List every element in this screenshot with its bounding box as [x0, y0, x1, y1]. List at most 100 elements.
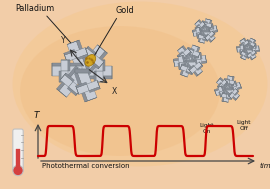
- Polygon shape: [75, 69, 89, 73]
- Polygon shape: [212, 31, 215, 34]
- Polygon shape: [239, 50, 241, 54]
- Polygon shape: [217, 79, 230, 91]
- Polygon shape: [61, 71, 68, 82]
- Polygon shape: [195, 28, 198, 31]
- Polygon shape: [210, 29, 214, 35]
- Polygon shape: [209, 30, 211, 35]
- Polygon shape: [206, 30, 218, 35]
- Polygon shape: [221, 93, 227, 98]
- Polygon shape: [206, 26, 211, 29]
- Polygon shape: [67, 87, 77, 96]
- Polygon shape: [199, 33, 204, 36]
- Polygon shape: [61, 60, 68, 71]
- Polygon shape: [245, 43, 249, 46]
- Polygon shape: [180, 64, 182, 69]
- Polygon shape: [186, 47, 188, 53]
- Polygon shape: [248, 46, 259, 51]
- Polygon shape: [98, 62, 104, 69]
- Polygon shape: [228, 76, 234, 77]
- Polygon shape: [193, 47, 200, 63]
- Polygon shape: [246, 40, 251, 45]
- Polygon shape: [228, 92, 232, 96]
- Polygon shape: [197, 32, 202, 38]
- Polygon shape: [227, 82, 241, 91]
- Polygon shape: [224, 78, 225, 83]
- Polygon shape: [200, 53, 202, 59]
- Polygon shape: [179, 69, 185, 70]
- Polygon shape: [225, 91, 236, 100]
- Polygon shape: [221, 92, 222, 97]
- Polygon shape: [198, 42, 204, 43]
- Polygon shape: [76, 84, 89, 94]
- Polygon shape: [235, 91, 239, 95]
- Polygon shape: [212, 24, 214, 29]
- Polygon shape: [197, 65, 203, 70]
- Polygon shape: [206, 23, 212, 28]
- Text: Light
Off: Light Off: [237, 120, 251, 131]
- Polygon shape: [198, 53, 200, 58]
- Polygon shape: [180, 65, 188, 71]
- Polygon shape: [178, 53, 186, 60]
- Polygon shape: [251, 57, 256, 60]
- Polygon shape: [191, 61, 207, 66]
- Polygon shape: [244, 56, 249, 59]
- Polygon shape: [241, 50, 242, 54]
- Polygon shape: [60, 75, 73, 87]
- Polygon shape: [201, 22, 207, 26]
- Polygon shape: [252, 53, 256, 56]
- Polygon shape: [245, 53, 250, 58]
- Polygon shape: [217, 86, 221, 89]
- Polygon shape: [221, 86, 224, 91]
- Polygon shape: [59, 68, 86, 97]
- Polygon shape: [186, 71, 192, 75]
- Polygon shape: [83, 46, 88, 53]
- Ellipse shape: [85, 55, 96, 66]
- Polygon shape: [76, 86, 79, 94]
- Polygon shape: [77, 69, 97, 101]
- Polygon shape: [199, 22, 205, 28]
- Polygon shape: [237, 46, 248, 48]
- Polygon shape: [182, 46, 194, 59]
- Polygon shape: [240, 47, 246, 58]
- Polygon shape: [255, 44, 256, 48]
- Polygon shape: [68, 60, 70, 71]
- Polygon shape: [195, 21, 207, 33]
- Polygon shape: [64, 50, 75, 55]
- Polygon shape: [193, 45, 200, 48]
- Polygon shape: [220, 77, 231, 87]
- Polygon shape: [247, 40, 249, 43]
- Polygon shape: [233, 86, 238, 92]
- Polygon shape: [97, 45, 107, 53]
- Polygon shape: [189, 66, 197, 74]
- Polygon shape: [195, 25, 202, 31]
- Polygon shape: [216, 26, 218, 32]
- Polygon shape: [226, 87, 239, 99]
- Polygon shape: [198, 34, 204, 39]
- Polygon shape: [187, 45, 198, 62]
- Polygon shape: [64, 53, 67, 62]
- Polygon shape: [245, 48, 251, 50]
- Polygon shape: [86, 51, 107, 76]
- Polygon shape: [180, 74, 187, 77]
- Polygon shape: [202, 22, 206, 25]
- Polygon shape: [188, 59, 202, 75]
- Polygon shape: [218, 86, 222, 87]
- Polygon shape: [252, 48, 256, 53]
- Polygon shape: [60, 73, 66, 80]
- Polygon shape: [87, 80, 99, 91]
- Polygon shape: [244, 38, 251, 48]
- Polygon shape: [178, 63, 180, 70]
- Polygon shape: [196, 33, 198, 38]
- Polygon shape: [229, 80, 234, 84]
- Polygon shape: [225, 78, 230, 80]
- Polygon shape: [67, 41, 87, 73]
- Polygon shape: [194, 62, 202, 70]
- Polygon shape: [235, 81, 237, 86]
- Polygon shape: [192, 51, 200, 57]
- Polygon shape: [192, 55, 198, 58]
- Polygon shape: [178, 56, 184, 63]
- Ellipse shape: [12, 2, 268, 167]
- Polygon shape: [210, 34, 214, 35]
- Polygon shape: [254, 50, 256, 53]
- Polygon shape: [96, 71, 103, 82]
